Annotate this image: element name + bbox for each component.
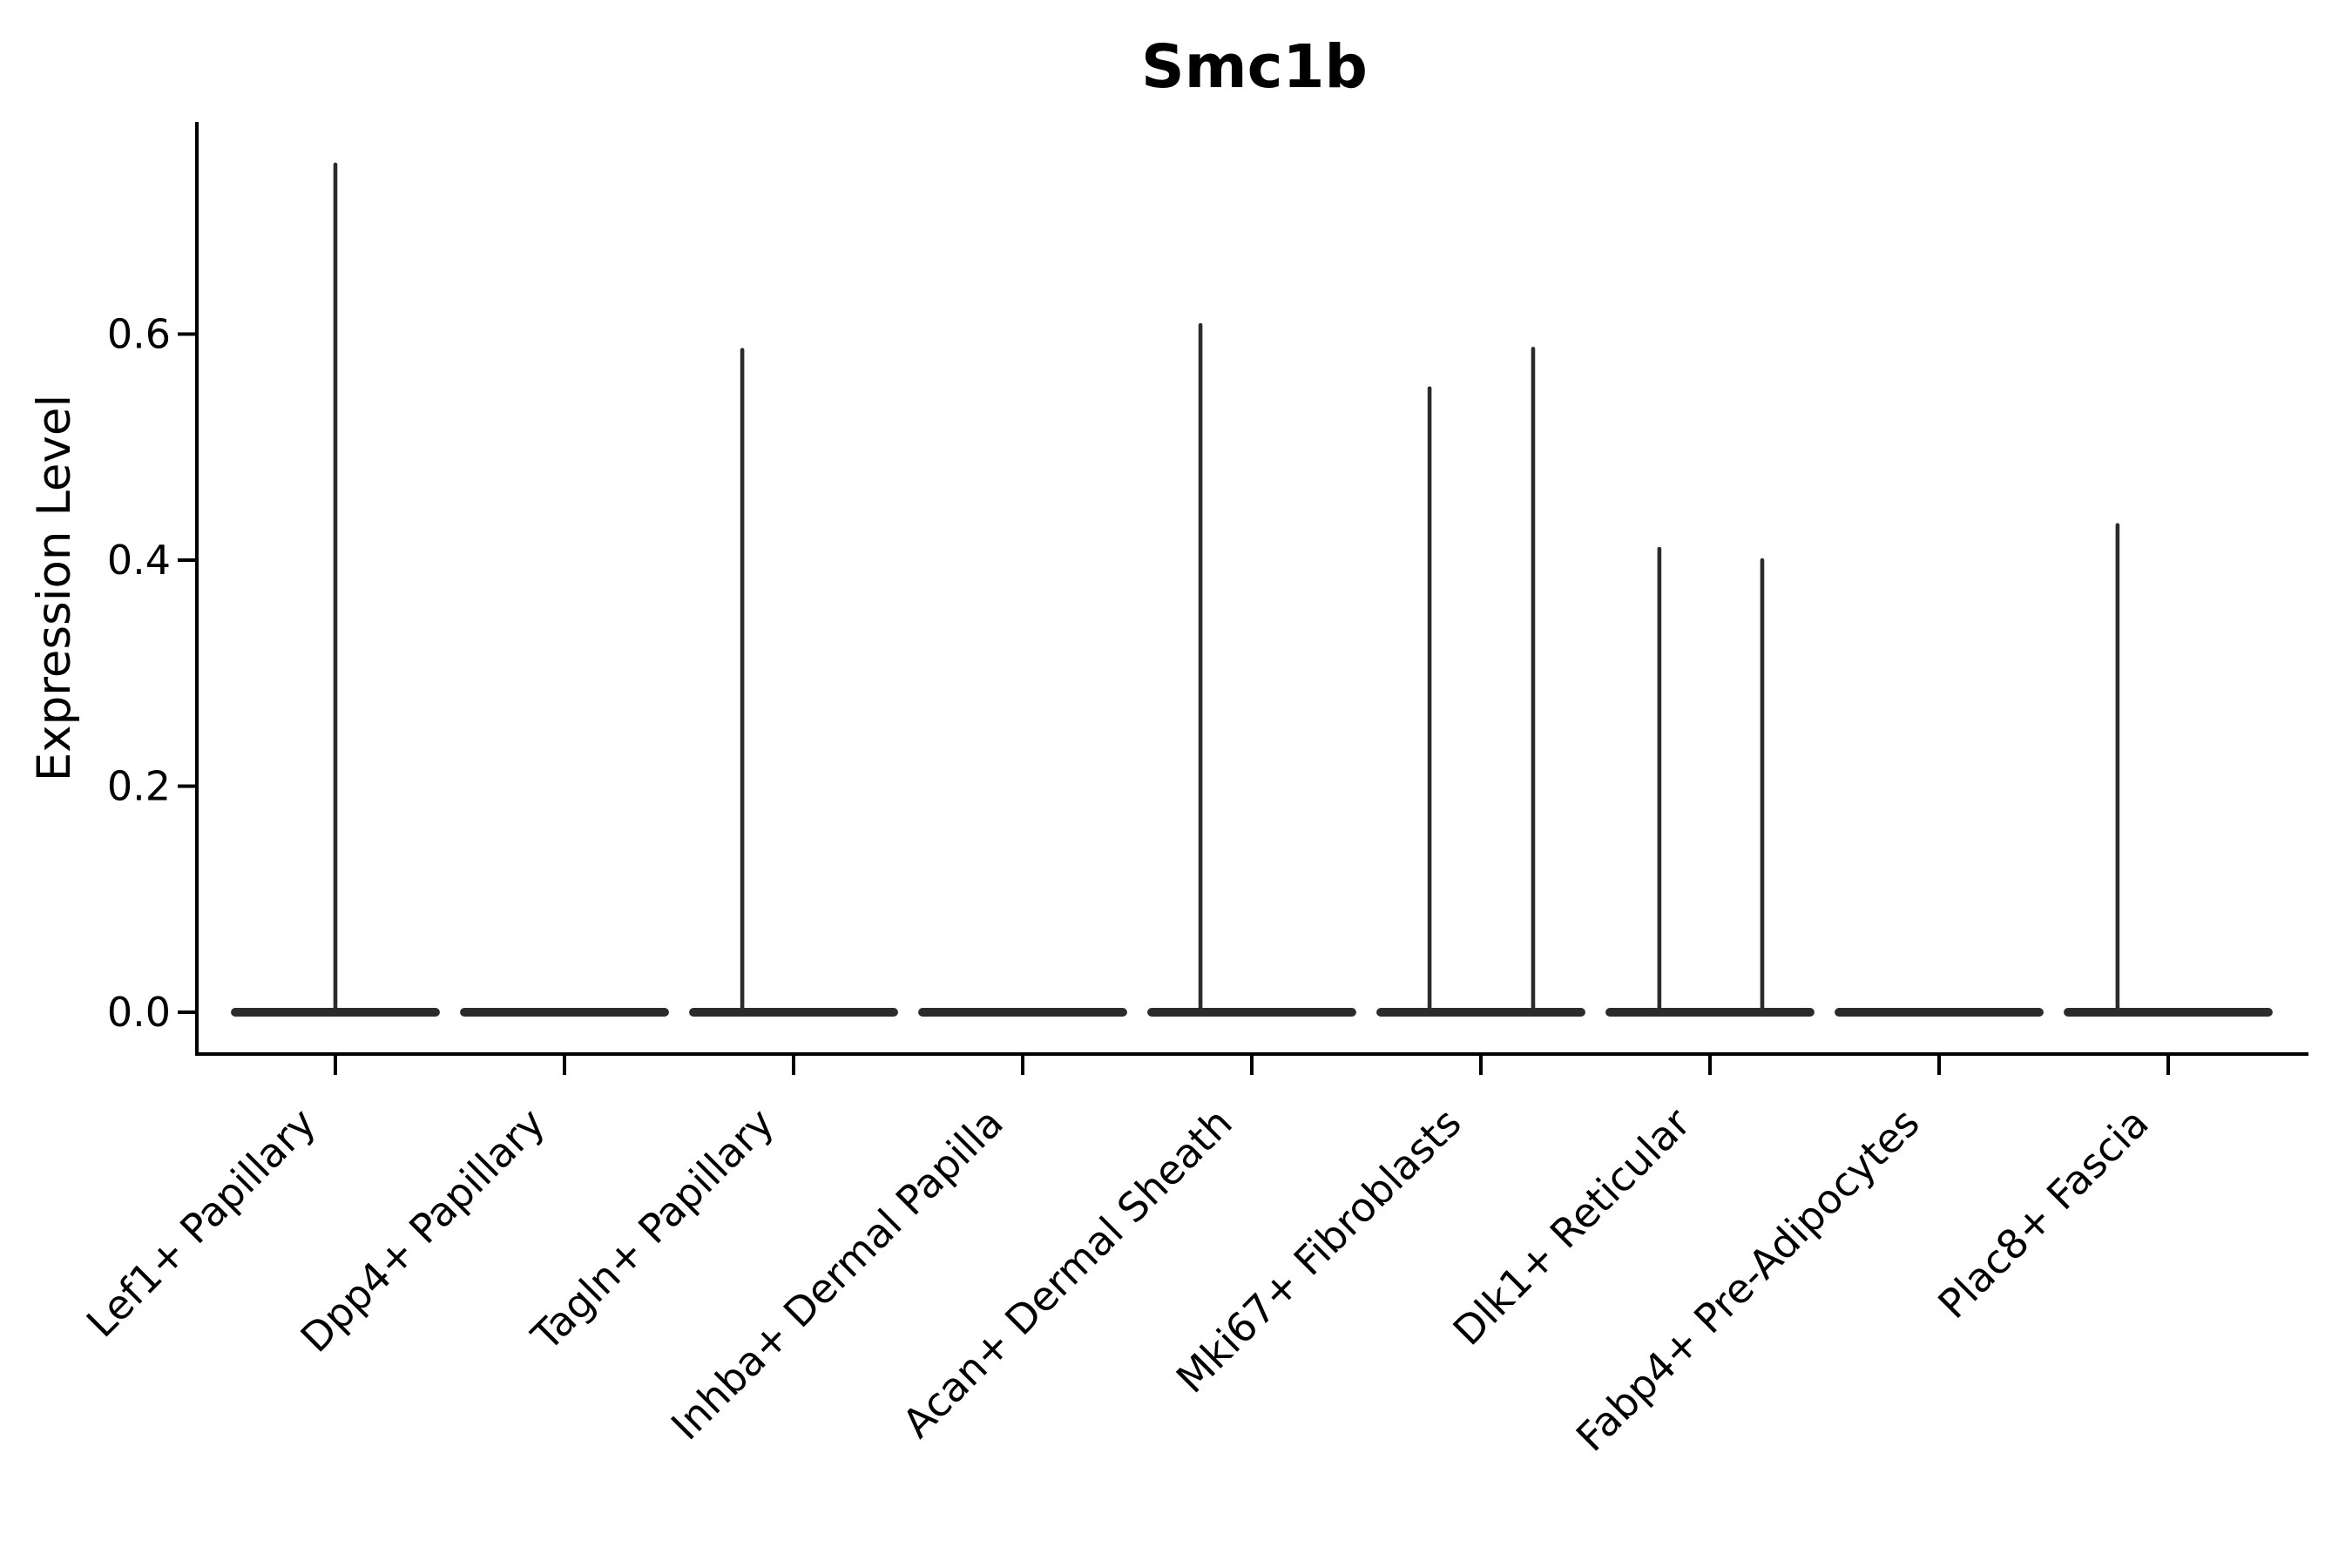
y-tick-label: 0.2 [107, 763, 171, 810]
x-tick-label: Dlk1+ Reticular [1444, 1099, 1700, 1355]
y-tick-label: 0.4 [107, 537, 171, 584]
violin-base [1147, 1008, 1356, 1017]
violin-layer [231, 162, 2273, 1017]
violin-base [1605, 1008, 1815, 1017]
axis-spines [195, 122, 2308, 1056]
violin-base [460, 1008, 669, 1017]
x-tick-label: Plac8+ Fascia [1929, 1099, 2157, 1328]
y-tick-label: 0.6 [107, 311, 171, 358]
chart-title: Smc1b [1141, 32, 1368, 102]
y-axis-label: Expression Level [28, 395, 81, 781]
violin-base [2064, 1008, 2273, 1017]
violin-base [1835, 1008, 2044, 1017]
violin-base [1376, 1008, 1585, 1017]
violin-base [918, 1008, 1127, 1017]
x-tick-label: Tagln+ Papillary [522, 1099, 783, 1361]
violin-base [689, 1008, 898, 1017]
y-tick-label: 0.0 [107, 989, 171, 1036]
x-tick-label: Dpp4+ Papillary [292, 1099, 554, 1362]
x-tick-label: Lef1+ Papillary [78, 1099, 325, 1347]
violin-base [231, 1008, 440, 1017]
